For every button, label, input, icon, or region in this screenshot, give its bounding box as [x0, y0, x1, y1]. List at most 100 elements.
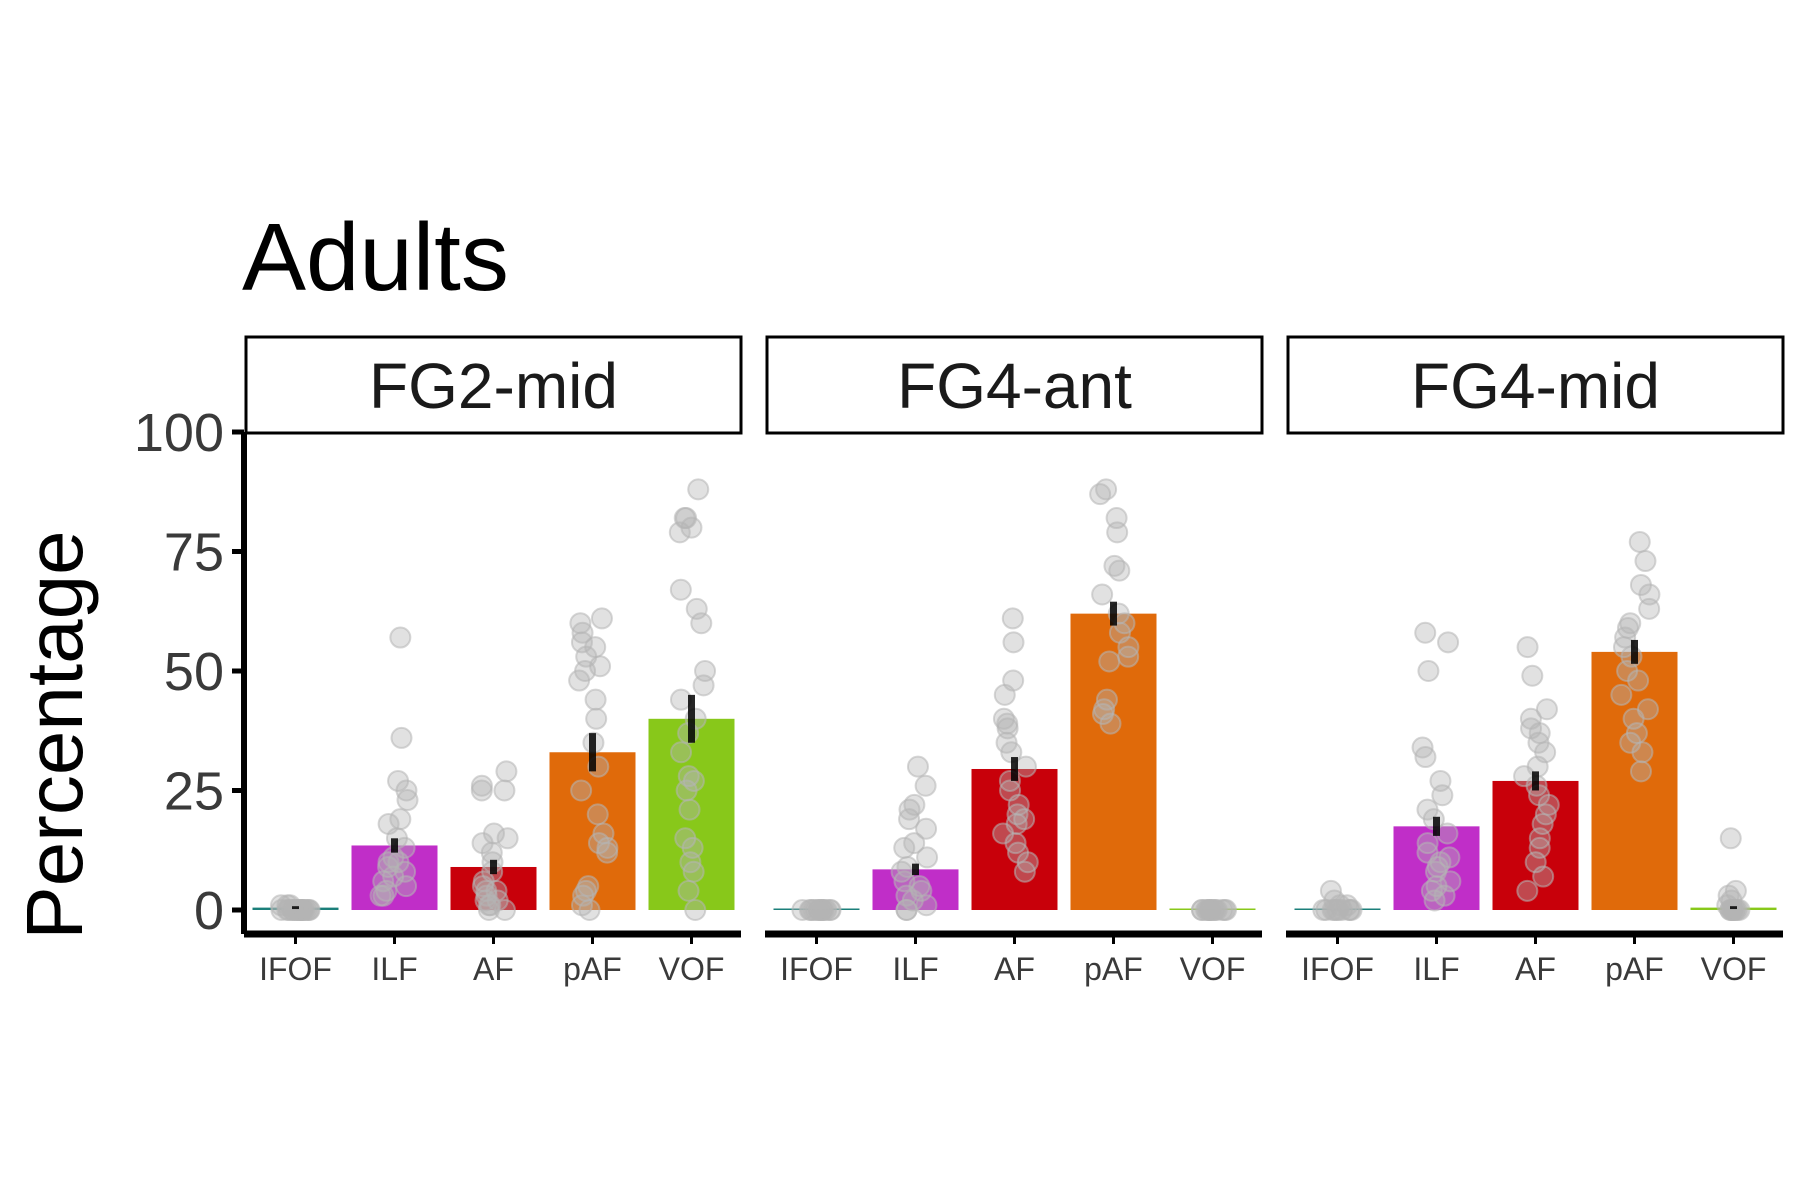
data-point — [1002, 631, 1025, 654]
data-point — [578, 899, 601, 921]
data-point — [470, 779, 493, 802]
data-point — [1436, 822, 1459, 845]
facet-strip-label: FG4-ant — [897, 350, 1132, 422]
data-point — [675, 779, 698, 802]
data-point — [677, 879, 700, 902]
data-point — [584, 688, 607, 711]
data-point — [810, 899, 833, 921]
data-point — [682, 860, 705, 883]
y-axis-label: Percentage — [10, 530, 99, 939]
data-point — [915, 817, 938, 840]
y-tick-label: 50 — [164, 642, 224, 702]
data-point — [684, 899, 707, 921]
data-point — [1200, 899, 1223, 921]
data-point — [1001, 607, 1024, 630]
data-point — [396, 789, 419, 812]
y-tick-label: 0 — [194, 881, 224, 941]
facet-strip — [244, 335, 743, 435]
data-point — [680, 516, 703, 539]
data-point — [1516, 879, 1539, 902]
data-point — [1099, 712, 1122, 735]
data-point — [1338, 899, 1361, 921]
data-point — [692, 674, 715, 697]
data-point — [1106, 521, 1129, 544]
data-point — [495, 760, 518, 783]
facet-panel: FG4-ant IFOF ILF AF pAF VOF — [765, 335, 1264, 987]
facet-strip — [765, 335, 1264, 435]
data-point — [893, 836, 916, 859]
x-tick-label: AF — [1515, 951, 1556, 987]
chart-title: Adults — [242, 204, 509, 311]
data-point — [687, 478, 710, 501]
data-point — [585, 707, 608, 730]
data-point — [916, 846, 939, 869]
data-point — [1627, 669, 1650, 692]
data-point — [596, 841, 619, 864]
bar — [1492, 780, 1579, 910]
data-point — [285, 899, 308, 921]
data-point — [1629, 760, 1652, 783]
y-tick-label: 100 — [134, 403, 224, 463]
data-point — [1013, 860, 1036, 883]
data-point — [1610, 683, 1633, 706]
data-point — [1423, 889, 1446, 912]
data-point — [1431, 784, 1454, 807]
data-point — [387, 851, 410, 874]
bar — [351, 845, 438, 910]
facet-strip — [1286, 335, 1785, 435]
data-point — [570, 779, 593, 802]
data-point — [898, 808, 921, 831]
data-point — [668, 521, 691, 544]
x-tick-label: ILF — [1413, 951, 1459, 987]
data-point — [1521, 664, 1544, 687]
data-point — [669, 578, 692, 601]
data-point — [485, 879, 508, 902]
data-point — [1117, 645, 1140, 668]
x-tick-label: IFOF — [780, 951, 853, 987]
data-point — [1728, 899, 1751, 921]
bar — [1591, 651, 1678, 910]
y-tick-label: 75 — [164, 523, 224, 583]
data-point — [1195, 899, 1218, 921]
bar — [1070, 613, 1157, 910]
data-point — [493, 779, 516, 802]
x-tick-label: IFOF — [1301, 951, 1374, 987]
facet-panel: FG2-mid IFOF ILF AF pAF VOF — [244, 335, 743, 987]
data-point — [568, 669, 591, 692]
data-point — [1631, 741, 1654, 764]
data-point — [1437, 631, 1460, 654]
data-point — [678, 798, 701, 821]
data-point — [1414, 621, 1437, 644]
data-point — [1014, 755, 1037, 778]
data-point — [1719, 827, 1742, 850]
data-point — [1091, 583, 1114, 606]
x-tick-label: VOF — [1180, 951, 1246, 987]
data-point — [1628, 530, 1651, 553]
data-point — [670, 741, 693, 764]
data-point — [1089, 483, 1112, 506]
bar — [971, 768, 1058, 910]
data-point — [1414, 746, 1437, 769]
data-point — [993, 683, 1016, 706]
data-point — [395, 875, 418, 898]
data-point — [389, 626, 412, 649]
data-point — [590, 607, 613, 630]
data-point — [372, 884, 395, 907]
x-tick-label: pAF — [563, 951, 622, 987]
data-point — [1535, 698, 1558, 721]
x-tick-label: VOF — [659, 951, 725, 987]
data-point — [586, 803, 609, 826]
x-tick-label: VOF — [1701, 951, 1767, 987]
data-point — [1098, 650, 1121, 673]
data-point — [390, 726, 413, 749]
facet-panels: FG2-mid IFOF ILF AF pAF VOF FG4-ant IFOF ILF AF pA… — [244, 335, 1785, 987]
x-tick-label: AF — [994, 951, 1035, 987]
data-point — [1532, 865, 1555, 888]
x-tick-label: pAF — [1084, 951, 1143, 987]
data-point — [915, 894, 938, 917]
y-tick-label: 25 — [164, 762, 224, 822]
facet-panel: FG4-mid IFOF ILF AF pAF VOF — [1286, 335, 1785, 987]
facet-strip-label: FG2-mid — [369, 350, 618, 422]
data-point — [1315, 899, 1338, 921]
y-axis: 0 25 50 75 100 — [134, 403, 247, 941]
